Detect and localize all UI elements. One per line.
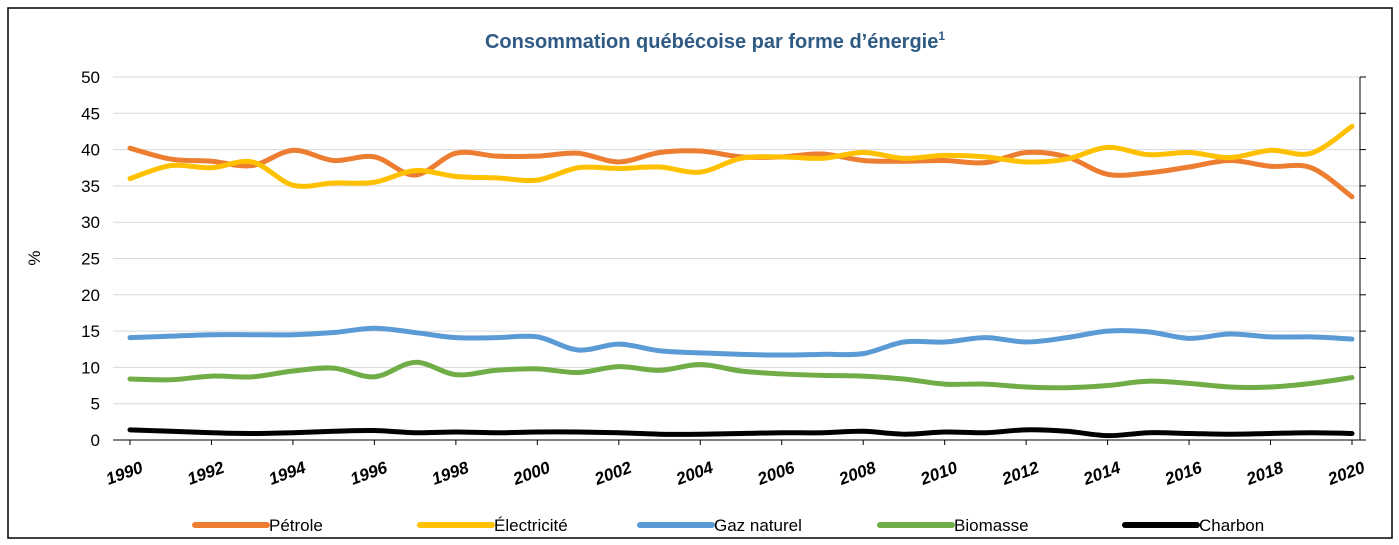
legend-label: Électricité [494,516,568,535]
y-tick-label: 0 [91,431,100,450]
y-tick-label: 50 [81,68,100,87]
title-note: 1 [938,29,945,43]
legend-label: Biomasse [954,516,1029,535]
y-tick-label: 5 [91,395,100,414]
y-axis-label: % [25,250,44,265]
y-tick-label: 20 [81,286,100,305]
y-tick-label: 25 [81,250,100,269]
y-tick-label: 30 [81,213,100,232]
series-line [127,123,1355,189]
legend-label: Gaz naturel [714,516,802,535]
legend-label: Pétrole [269,516,323,535]
legend-label: Charbon [1199,516,1264,535]
chart-title: Consommation québécoise par forme d’éner… [485,29,945,53]
chart-frame [7,7,1393,539]
title-text: Consommation québécoise par forme d’éner… [485,31,938,53]
y-tick-label: 35 [81,177,100,196]
y-tick-label: 10 [81,358,100,377]
y-tick-label: 45 [81,104,100,123]
y-tick-label: 15 [81,322,100,341]
series-line [127,325,1355,358]
y-tick-label: 40 [81,141,100,160]
series-line [127,359,1355,391]
series-line [127,427,1355,439]
